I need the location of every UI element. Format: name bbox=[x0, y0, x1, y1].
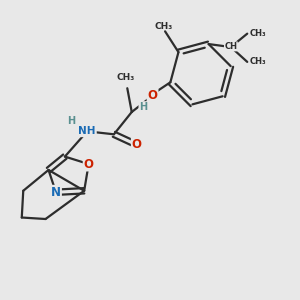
Text: O: O bbox=[132, 138, 142, 151]
Text: O: O bbox=[148, 89, 158, 102]
Text: NH: NH bbox=[78, 126, 96, 136]
Text: CH: CH bbox=[224, 42, 237, 51]
Text: CH₃: CH₃ bbox=[249, 57, 266, 66]
Text: H: H bbox=[139, 102, 147, 112]
Text: N: N bbox=[51, 186, 61, 199]
Text: CH₃: CH₃ bbox=[249, 29, 266, 38]
Text: O: O bbox=[84, 158, 94, 170]
Text: CH₃: CH₃ bbox=[117, 73, 135, 82]
Text: CH₃: CH₃ bbox=[154, 22, 173, 31]
Text: H: H bbox=[67, 116, 75, 126]
